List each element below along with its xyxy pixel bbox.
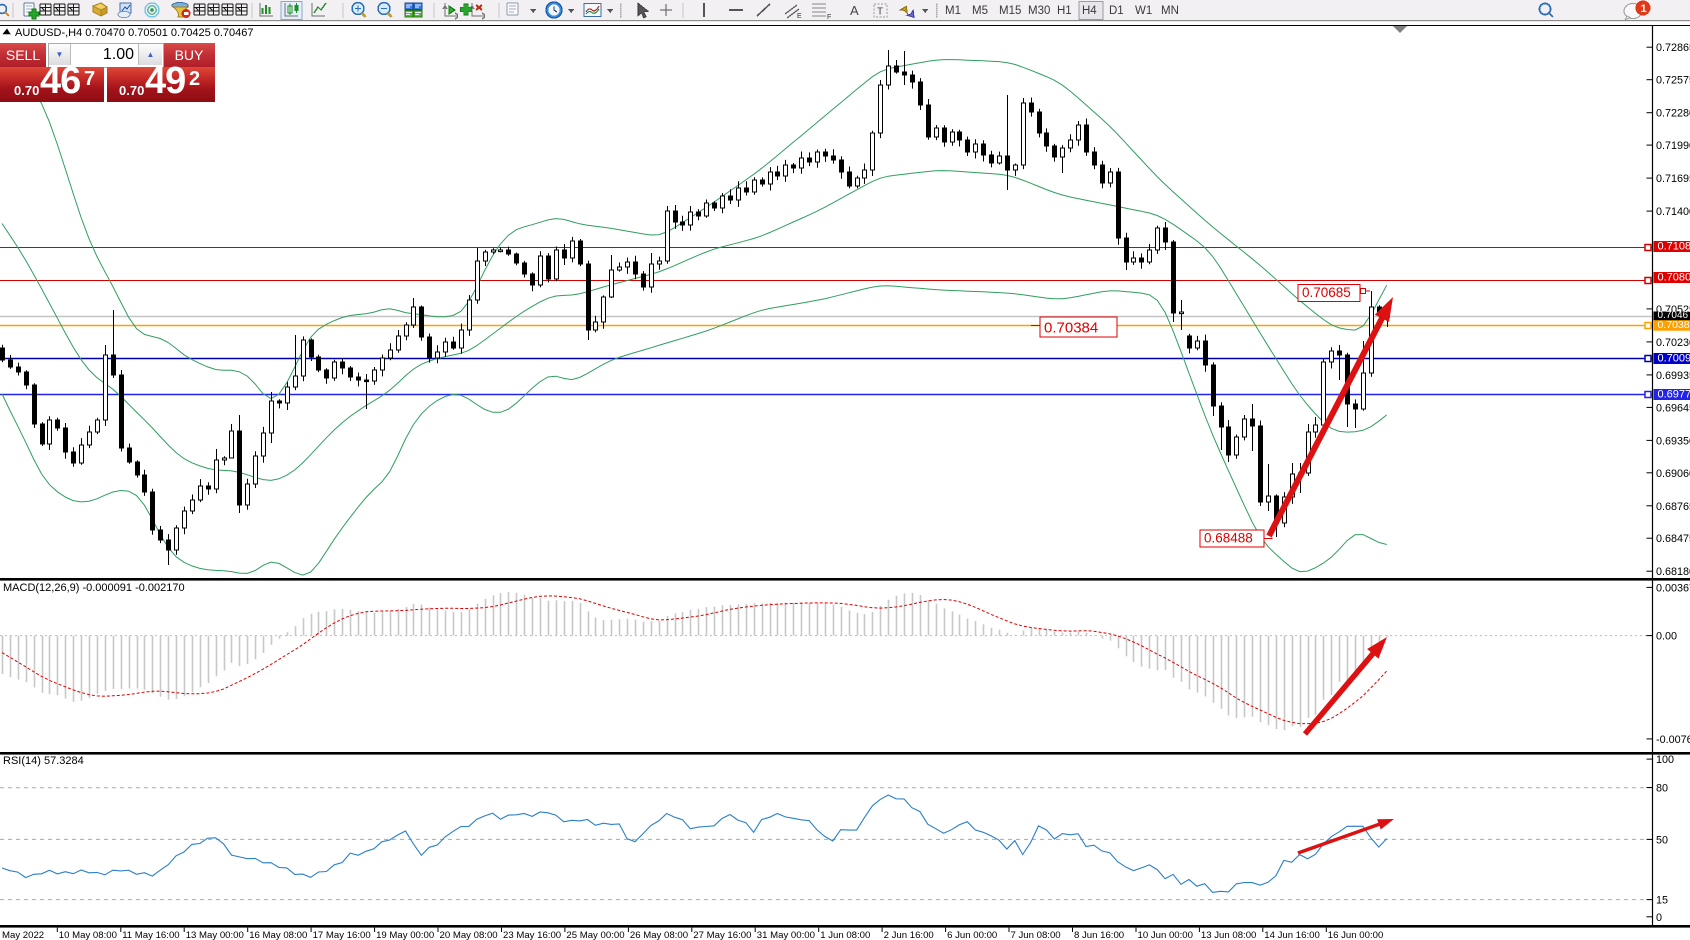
svg-text:80: 80 [1656, 783, 1668, 795]
svg-text:0.70384: 0.70384 [1044, 320, 1098, 337]
svg-text:2 Jun 16:00: 2 Jun 16:00 [884, 930, 934, 940]
svg-text:7 Jun 08:00: 7 Jun 08:00 [1011, 930, 1061, 940]
svg-text:0.72865: 0.72865 [1656, 42, 1690, 54]
svg-text:0.71083: 0.71083 [1658, 241, 1690, 253]
svg-text:0.69772: 0.69772 [1658, 389, 1690, 401]
svg-text:0.70467: 0.70467 [1658, 310, 1690, 321]
svg-text:13 May 00:00: 13 May 00:00 [186, 930, 244, 940]
svg-text:0.68475: 0.68475 [1656, 533, 1690, 545]
svg-text:T: T [877, 7, 883, 18]
svg-text:50: 50 [1656, 834, 1668, 846]
svg-text:19 May 00:00: 19 May 00:00 [376, 930, 434, 940]
svg-text:0.72575: 0.72575 [1656, 75, 1690, 87]
svg-text:A: A [850, 3, 859, 18]
svg-text:0.70685: 0.70685 [1302, 285, 1351, 300]
svg-text:0.68765: 0.68765 [1656, 501, 1690, 513]
svg-text:H4: H4 [1082, 5, 1097, 17]
svg-text:M5: M5 [972, 5, 988, 17]
svg-text:H1: H1 [1057, 5, 1072, 17]
svg-text:16 Jun 00:00: 16 Jun 00:00 [1328, 930, 1383, 940]
svg-text:16 May 08:00: 16 May 08:00 [249, 930, 307, 940]
svg-text:MACD(12,26,9) -0.000091 -0.002: MACD(12,26,9) -0.000091 -0.002170 [3, 582, 185, 594]
svg-text:0.00367: 0.00367 [1656, 582, 1690, 594]
svg-text:-0.00765: -0.00765 [1656, 734, 1690, 746]
svg-text:E: E [797, 13, 802, 20]
svg-text:F: F [827, 14, 831, 21]
svg-text:100: 100 [1656, 754, 1674, 766]
svg-text:0.00: 0.00 [1656, 631, 1677, 643]
svg-text:0.69645: 0.69645 [1656, 402, 1690, 414]
svg-text:May 2022: May 2022 [2, 930, 44, 940]
svg-text:10 May 08:00: 10 May 08:00 [59, 930, 117, 940]
svg-text:25 May 00:00: 25 May 00:00 [566, 930, 624, 940]
svg-text:26 May 08:00: 26 May 08:00 [630, 930, 688, 940]
svg-text:0.71695: 0.71695 [1656, 173, 1690, 185]
svg-text:8 Jun 16:00: 8 Jun 16:00 [1074, 930, 1124, 940]
svg-text:13 Jun 08:00: 13 Jun 08:00 [1201, 930, 1256, 940]
svg-text:15: 15 [1656, 895, 1668, 907]
svg-text:0.69935: 0.69935 [1656, 370, 1690, 382]
svg-text:0.70384: 0.70384 [1658, 319, 1690, 331]
svg-text:6 Jun 00:00: 6 Jun 00:00 [947, 930, 997, 940]
svg-text:AUDUSD-,H4 0.70470 0.70501 0.: AUDUSD-,H4 0.70470 0.70501 0.70425 0.704… [15, 27, 254, 39]
svg-text:1 Jun 08:00: 1 Jun 08:00 [820, 930, 870, 940]
svg-text:31 May 00:00: 31 May 00:00 [757, 930, 815, 940]
svg-text:14 Jun 16:00: 14 Jun 16:00 [1264, 930, 1319, 940]
svg-text:RSI(14) 57.3284: RSI(14) 57.3284 [3, 755, 84, 767]
svg-text:10 Jun 00:00: 10 Jun 00:00 [1138, 930, 1193, 940]
svg-text:17 May 16:00: 17 May 16:00 [313, 930, 371, 940]
svg-text:0: 0 [1656, 912, 1662, 924]
svg-text:0.70091: 0.70091 [1658, 353, 1690, 365]
svg-text:M15: M15 [999, 5, 1021, 17]
svg-text:23 May 16:00: 23 May 16:00 [503, 930, 561, 940]
svg-text:MN: MN [1161, 5, 1179, 17]
svg-text:W1: W1 [1135, 5, 1152, 17]
svg-text:M30: M30 [1028, 5, 1050, 17]
svg-text:20 May 08:00: 20 May 08:00 [440, 930, 498, 940]
svg-text:0.68488: 0.68488 [1204, 531, 1253, 546]
svg-text:D1: D1 [1109, 5, 1124, 17]
svg-text:M1: M1 [945, 5, 961, 17]
svg-text:1: 1 [1641, 3, 1647, 15]
svg-text:27 May 16:00: 27 May 16:00 [693, 930, 751, 940]
svg-text:0.70809: 0.70809 [1658, 272, 1690, 284]
svg-text:11 May 16:00: 11 May 16:00 [122, 930, 179, 940]
